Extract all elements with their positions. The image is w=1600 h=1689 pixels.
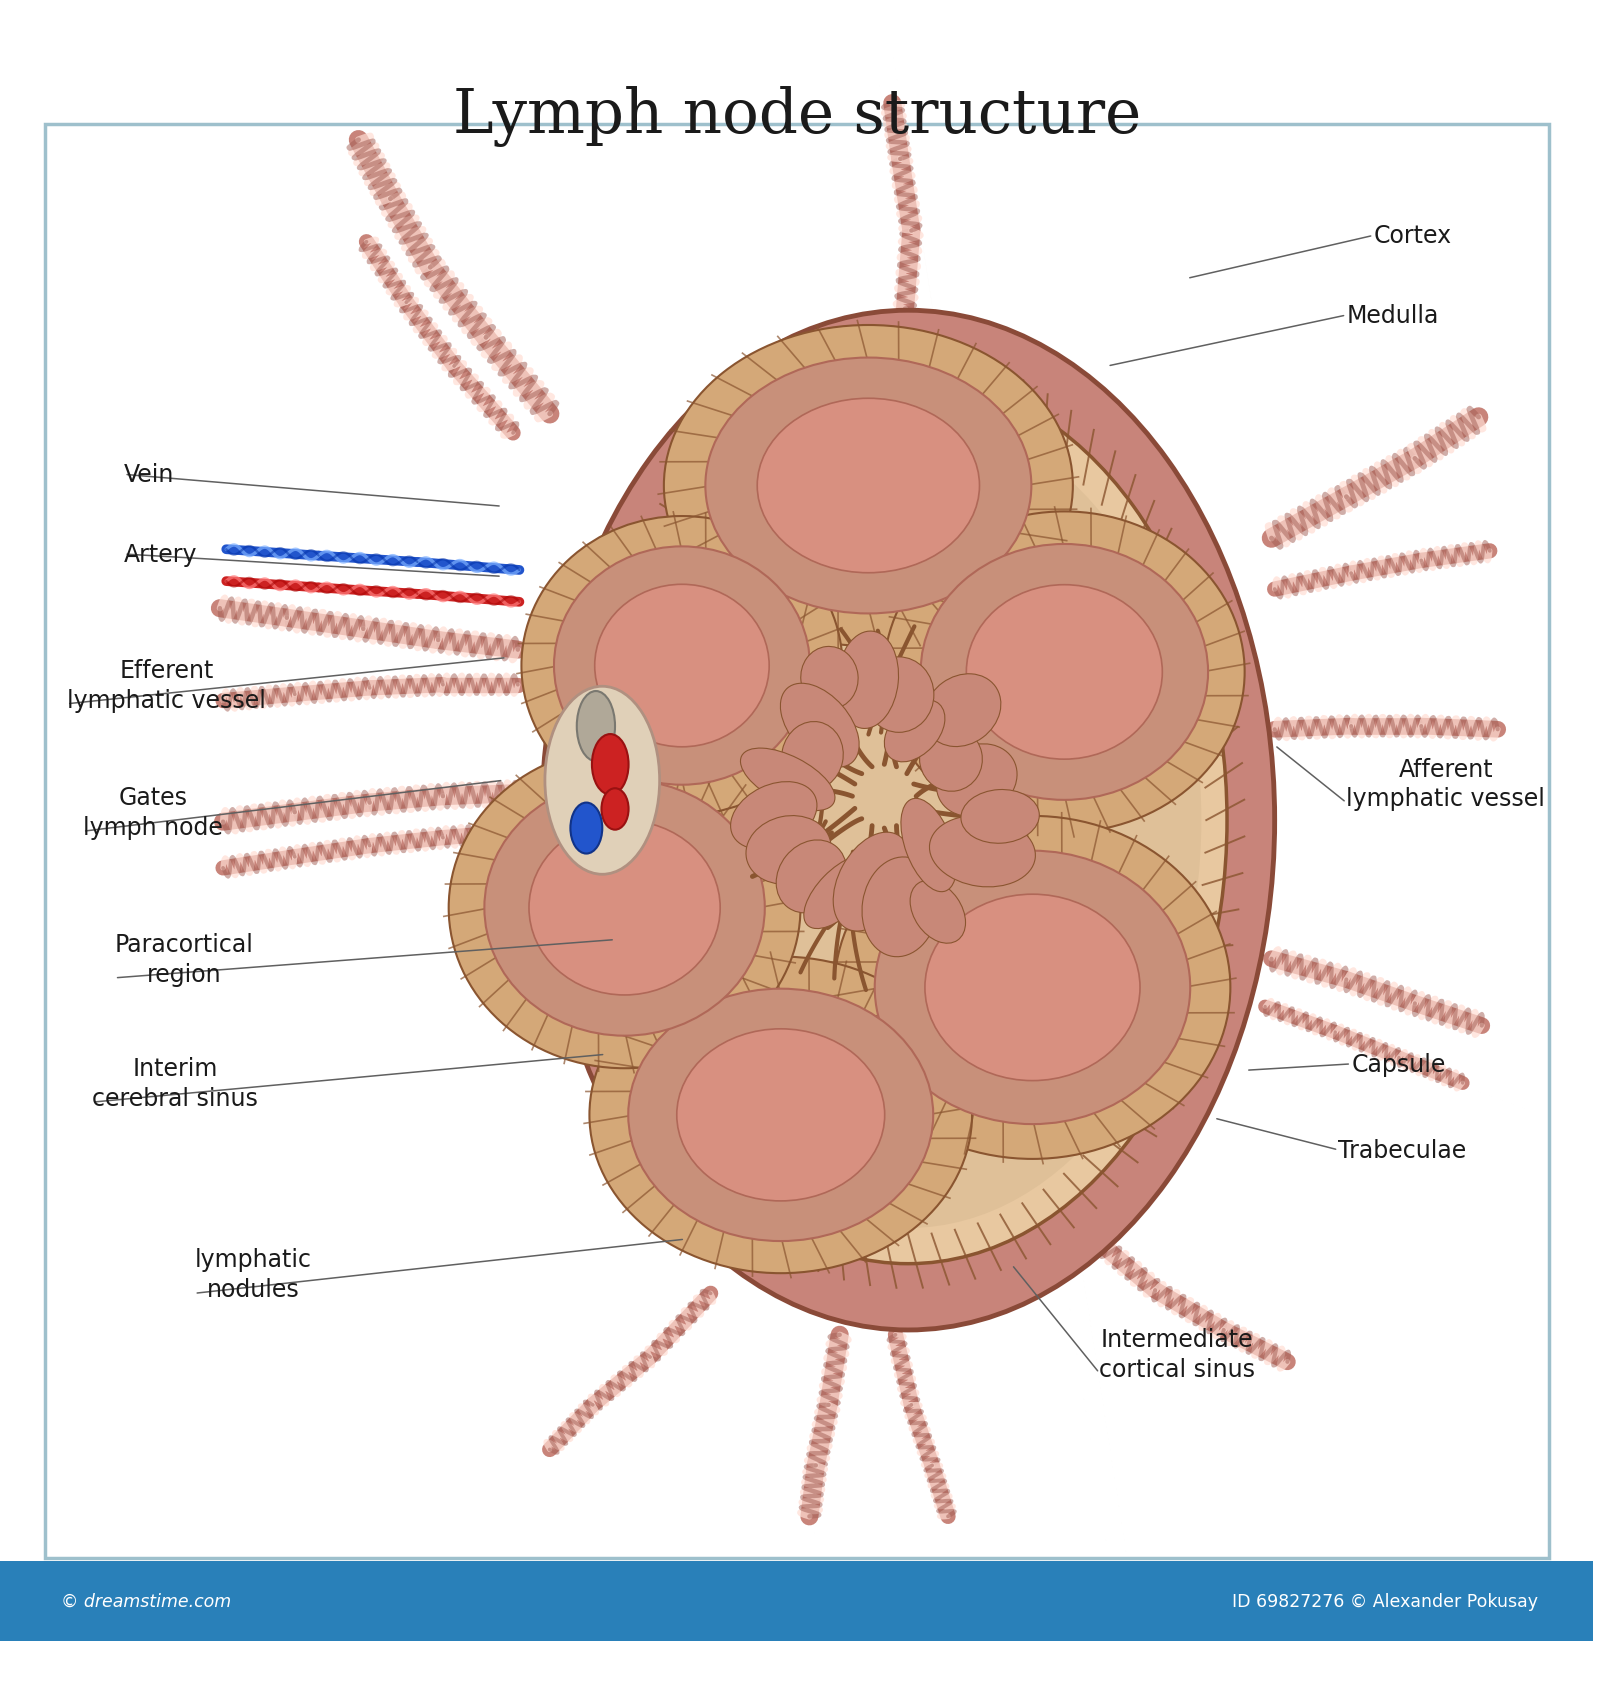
Ellipse shape: [731, 782, 818, 850]
Ellipse shape: [595, 584, 770, 747]
Text: Paracortical
region: Paracortical region: [115, 932, 253, 986]
Ellipse shape: [834, 833, 910, 932]
Ellipse shape: [920, 726, 982, 792]
Ellipse shape: [910, 880, 965, 944]
Ellipse shape: [885, 701, 946, 762]
Ellipse shape: [885, 512, 1245, 833]
Ellipse shape: [571, 802, 602, 855]
Text: Interim
cerebral sinus: Interim cerebral sinus: [93, 1057, 258, 1110]
Text: Cortex: Cortex: [1373, 225, 1451, 248]
Text: lymphatic
nodules: lymphatic nodules: [194, 1248, 312, 1301]
Ellipse shape: [546, 687, 659, 875]
Text: Intermediate
cortical sinus: Intermediate cortical sinus: [1099, 1328, 1256, 1382]
Text: Vein: Vein: [125, 463, 174, 486]
Ellipse shape: [800, 647, 858, 709]
Ellipse shape: [677, 1029, 885, 1201]
Ellipse shape: [757, 399, 979, 573]
Ellipse shape: [629, 990, 933, 1241]
Text: Capsule: Capsule: [1350, 1052, 1445, 1076]
Text: Medulla: Medulla: [1346, 304, 1438, 328]
Text: Lymph node structure: Lymph node structure: [453, 86, 1141, 147]
Ellipse shape: [602, 789, 629, 831]
Ellipse shape: [589, 958, 973, 1274]
Ellipse shape: [614, 414, 1202, 1228]
Ellipse shape: [592, 735, 629, 796]
Ellipse shape: [925, 674, 1002, 747]
Ellipse shape: [930, 816, 1035, 887]
Ellipse shape: [448, 748, 800, 1069]
Ellipse shape: [782, 723, 843, 790]
Text: Trabeculae: Trabeculae: [1338, 1138, 1467, 1162]
Ellipse shape: [875, 851, 1190, 1125]
Ellipse shape: [576, 691, 614, 762]
Ellipse shape: [901, 799, 957, 892]
Ellipse shape: [741, 748, 835, 811]
Ellipse shape: [962, 790, 1040, 844]
Ellipse shape: [530, 821, 720, 995]
Ellipse shape: [864, 657, 934, 733]
Ellipse shape: [554, 547, 810, 785]
Ellipse shape: [966, 586, 1162, 760]
Ellipse shape: [664, 326, 1074, 647]
Ellipse shape: [542, 311, 1275, 1331]
Ellipse shape: [589, 377, 1227, 1263]
Text: © dreamstime.com: © dreamstime.com: [61, 1593, 230, 1610]
Ellipse shape: [781, 684, 859, 768]
Ellipse shape: [706, 358, 1032, 615]
Ellipse shape: [485, 780, 765, 1035]
Ellipse shape: [925, 895, 1141, 1081]
Ellipse shape: [746, 816, 830, 885]
Ellipse shape: [776, 841, 846, 914]
Bar: [0, 1561, 1594, 1640]
Text: Afferent
lymphatic vessel: Afferent lymphatic vessel: [1346, 757, 1546, 811]
Ellipse shape: [920, 544, 1208, 801]
Ellipse shape: [936, 745, 1018, 817]
Text: Gates
lymph node: Gates lymph node: [83, 785, 222, 839]
Ellipse shape: [837, 632, 899, 730]
Ellipse shape: [835, 816, 1230, 1159]
Ellipse shape: [522, 517, 843, 816]
Text: ID 69827276 © Alexander Pokusay: ID 69827276 © Alexander Pokusay: [1232, 1593, 1538, 1610]
Ellipse shape: [803, 856, 877, 929]
Text: Artery: Artery: [125, 542, 198, 568]
Text: Efferent
lymphatic vessel: Efferent lymphatic vessel: [67, 659, 266, 713]
Ellipse shape: [862, 858, 939, 958]
